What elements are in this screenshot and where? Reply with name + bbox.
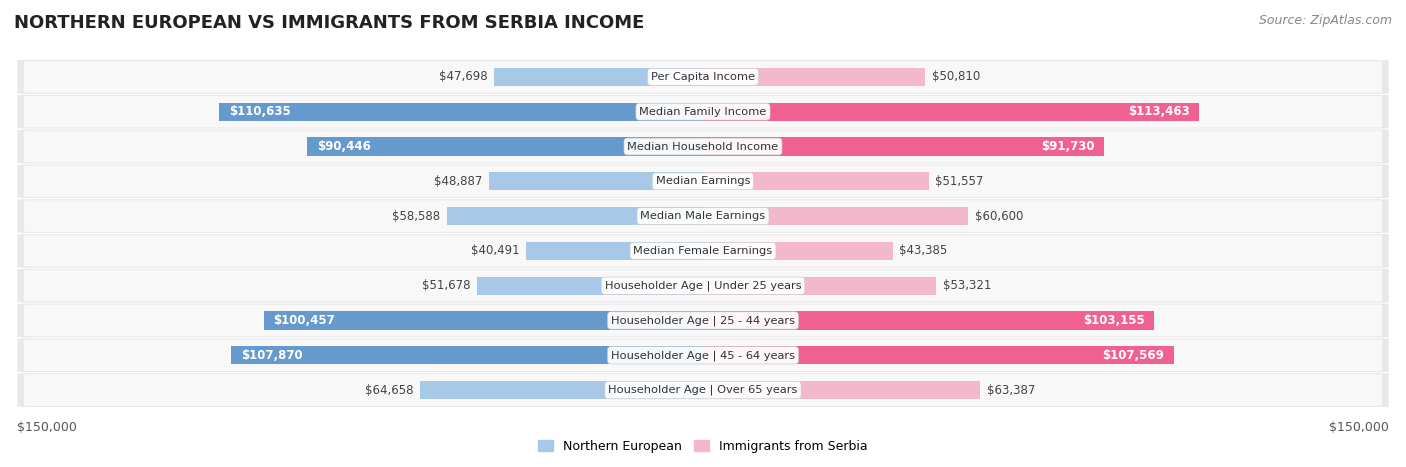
Text: $40,491: $40,491 [471,244,519,257]
Text: $50,810: $50,810 [932,71,980,84]
Bar [703,68,925,86]
FancyBboxPatch shape [24,235,1382,267]
Bar [447,207,703,225]
Bar [703,242,893,260]
Text: $91,730: $91,730 [1040,140,1094,153]
FancyBboxPatch shape [24,270,1382,302]
Text: Householder Age | 45 - 64 years: Householder Age | 45 - 64 years [612,350,794,361]
Text: $53,321: $53,321 [943,279,991,292]
Text: Householder Age | Over 65 years: Householder Age | Over 65 years [609,385,797,396]
FancyBboxPatch shape [17,373,1389,407]
FancyBboxPatch shape [24,165,1382,197]
Text: Householder Age | Under 25 years: Householder Age | Under 25 years [605,281,801,291]
Text: Median Male Earnings: Median Male Earnings [641,211,765,221]
Bar [263,311,703,330]
Text: Householder Age | 25 - 44 years: Householder Age | 25 - 44 years [612,315,794,326]
FancyBboxPatch shape [24,96,1382,127]
Bar [703,346,1174,364]
Text: $107,870: $107,870 [240,349,302,362]
FancyBboxPatch shape [17,269,1389,303]
FancyBboxPatch shape [17,60,1389,94]
Bar [495,68,703,86]
Bar [703,207,969,225]
Text: $103,155: $103,155 [1083,314,1144,327]
Text: $51,557: $51,557 [935,175,983,188]
FancyBboxPatch shape [24,304,1382,336]
Legend: Northern European, Immigrants from Serbia: Northern European, Immigrants from Serbi… [533,435,873,458]
Text: Median Household Income: Median Household Income [627,142,779,151]
Text: Median Female Earnings: Median Female Earnings [634,246,772,256]
FancyBboxPatch shape [17,164,1389,198]
FancyBboxPatch shape [24,374,1382,406]
FancyBboxPatch shape [17,234,1389,268]
Text: $64,658: $64,658 [366,383,413,396]
Text: $90,446: $90,446 [318,140,371,153]
FancyBboxPatch shape [24,131,1382,163]
Text: $48,887: $48,887 [434,175,482,188]
Bar [420,381,703,399]
Text: $63,387: $63,387 [987,383,1035,396]
FancyBboxPatch shape [24,61,1382,93]
Text: Median Family Income: Median Family Income [640,107,766,117]
Text: Source: ZipAtlas.com: Source: ZipAtlas.com [1258,14,1392,27]
Text: $43,385: $43,385 [900,244,948,257]
Text: $51,678: $51,678 [422,279,471,292]
Text: $107,569: $107,569 [1102,349,1164,362]
Text: NORTHERN EUROPEAN VS IMMIGRANTS FROM SERBIA INCOME: NORTHERN EUROPEAN VS IMMIGRANTS FROM SER… [14,14,644,32]
Bar [703,311,1154,330]
Bar [308,137,703,156]
Bar [703,172,928,191]
Bar [231,346,703,364]
Bar [703,103,1199,121]
FancyBboxPatch shape [17,130,1389,163]
FancyBboxPatch shape [24,340,1382,371]
Text: Per Capita Income: Per Capita Income [651,72,755,82]
Bar [703,276,936,295]
Text: $113,463: $113,463 [1128,105,1189,118]
Text: $100,457: $100,457 [273,314,335,327]
Text: $60,600: $60,600 [974,210,1024,223]
Bar [526,242,703,260]
FancyBboxPatch shape [17,304,1389,337]
FancyBboxPatch shape [24,200,1382,232]
FancyBboxPatch shape [17,199,1389,233]
FancyBboxPatch shape [17,339,1389,372]
FancyBboxPatch shape [17,95,1389,128]
Bar [703,137,1104,156]
Bar [489,172,703,191]
Bar [219,103,703,121]
Text: Median Earnings: Median Earnings [655,177,751,186]
Text: $58,588: $58,588 [392,210,440,223]
Text: $110,635: $110,635 [229,105,291,118]
Bar [703,381,980,399]
Bar [477,276,703,295]
Text: $47,698: $47,698 [439,71,488,84]
